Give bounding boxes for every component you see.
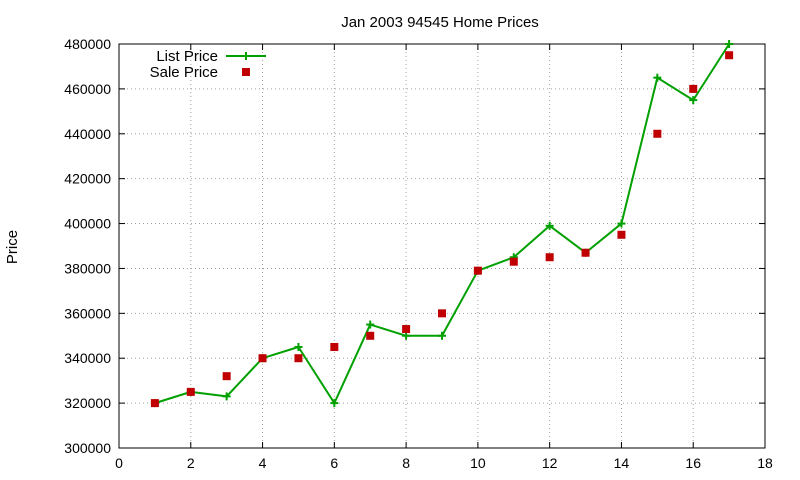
list-price-point xyxy=(294,343,303,351)
sale-price-point xyxy=(473,266,482,275)
sale-price-point xyxy=(653,129,662,138)
list-price-point xyxy=(366,320,375,329)
chart-title: Jan 2003 94545 Home Prices xyxy=(341,14,539,31)
sale-price-point xyxy=(222,372,231,381)
grid xyxy=(119,44,765,448)
sale-price-point xyxy=(725,51,734,60)
legend-square-swatch xyxy=(242,68,250,76)
list-price-point xyxy=(222,392,231,401)
legend-label: Sale Price xyxy=(150,64,218,81)
x-tick-label: 6 xyxy=(330,455,338,471)
y-tick-label: 440000 xyxy=(64,126,111,142)
axis-ticks: 0 2 4 6 8 10 12 14 16 18 300000 320000 340000 360000 3… xyxy=(64,36,773,471)
sale-price-point xyxy=(330,343,339,351)
y-tick-label: 380000 xyxy=(64,260,111,276)
sale-price-point xyxy=(150,399,159,408)
list-price-line xyxy=(154,43,730,405)
x-tick-label: 10 xyxy=(470,455,486,471)
list-price-point xyxy=(545,221,554,230)
x-tick-label: 12 xyxy=(542,455,558,471)
x-tick-label: 14 xyxy=(614,455,630,471)
x-tick-label: 18 xyxy=(757,455,773,471)
y-tick-label: 460000 xyxy=(64,81,111,97)
list-price-point xyxy=(402,331,411,340)
y-tick-label: 400000 xyxy=(64,216,111,232)
x-tick-label: 2 xyxy=(187,455,195,471)
sale-price-point xyxy=(438,309,446,318)
sale-price-point xyxy=(509,257,518,266)
y-tick-label: 320000 xyxy=(64,395,111,411)
sale-price-point xyxy=(366,331,375,340)
sale-price-point xyxy=(258,354,267,363)
x-tick-label: 8 xyxy=(402,455,410,471)
y-tick-label: 300000 xyxy=(64,440,111,456)
list-price-point xyxy=(653,73,662,82)
legend-plus-swatch xyxy=(242,52,250,60)
sale-price-point xyxy=(402,325,411,334)
y-tick-label: 360000 xyxy=(64,305,111,321)
list-price-point xyxy=(330,399,339,408)
x-tick-label: 0 xyxy=(115,455,123,471)
y-tick-label: 480000 xyxy=(64,36,111,52)
sale-price-point xyxy=(294,354,303,363)
list-price-point xyxy=(725,40,734,48)
sale-price-point xyxy=(617,230,626,239)
list-price-point xyxy=(438,331,446,340)
plot-frame xyxy=(118,43,766,449)
x-tick-label: 16 xyxy=(685,455,701,471)
series-layer xyxy=(150,40,734,408)
legend-label: List Price xyxy=(156,48,218,65)
y-tick-label: 420000 xyxy=(64,171,111,187)
sale-price-point xyxy=(545,253,554,262)
sale-price-point xyxy=(186,387,195,396)
sale-price-point xyxy=(689,84,698,93)
y-axis-label: Price xyxy=(4,230,21,264)
y-tick-label: 340000 xyxy=(64,350,111,366)
x-tick-label: 4 xyxy=(259,455,267,471)
sale-price-point xyxy=(581,248,590,257)
list-price-point xyxy=(617,219,626,228)
list-price-point xyxy=(689,96,698,105)
